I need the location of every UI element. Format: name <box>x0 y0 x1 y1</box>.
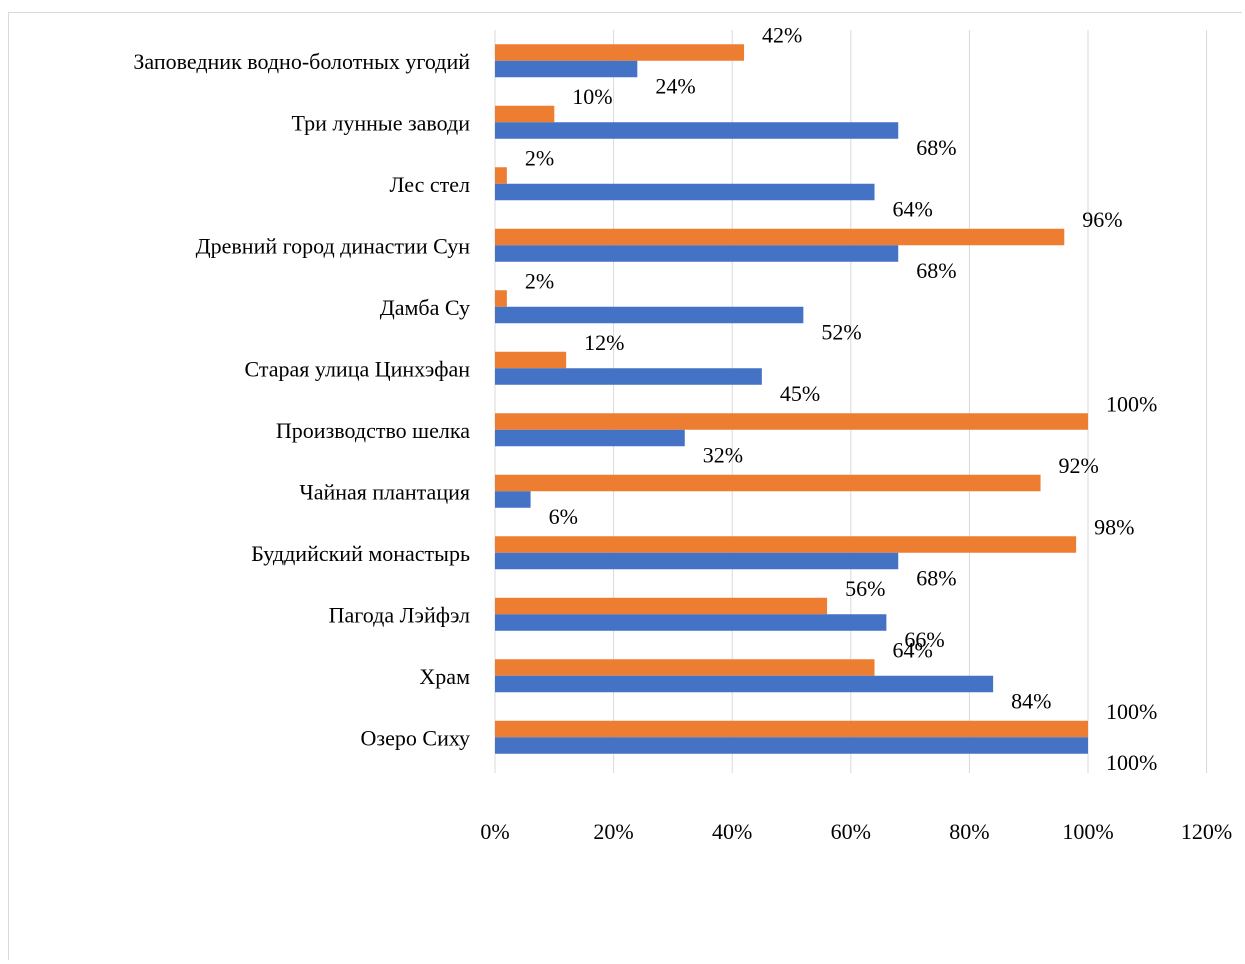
x-tick-label: 60% <box>831 819 871 844</box>
data-label: 98% <box>1094 514 1134 539</box>
data-label: 2% <box>525 145 554 170</box>
data-label: 12% <box>584 330 624 355</box>
data-label: 24% <box>655 73 695 98</box>
data-label: 52% <box>821 319 861 344</box>
bar <box>495 536 1077 553</box>
bar <box>495 306 804 324</box>
category-labels: Заповедник водно-болотных угодий Три лунн… <box>133 49 470 751</box>
bar <box>495 290 507 307</box>
bar <box>495 44 745 61</box>
bar <box>495 183 875 201</box>
x-tick-label: 120% <box>1181 819 1232 844</box>
bar <box>495 429 685 447</box>
data-label: 10% <box>572 84 612 109</box>
bar <box>495 351 567 369</box>
data-label: 32% <box>703 442 743 467</box>
bar <box>495 105 555 123</box>
data-label: 92% <box>1059 453 1099 478</box>
bars <box>495 44 1088 754</box>
bar <box>495 552 899 570</box>
bar <box>495 675 994 693</box>
gridlines <box>494 30 1208 773</box>
bar <box>495 368 762 385</box>
x-axis-tick-labels: 0% 20% 40% 60% 80% 100% 120% <box>480 819 1232 844</box>
bar <box>495 491 531 508</box>
bar <box>495 720 1088 738</box>
data-label: 42% <box>762 22 802 47</box>
bar <box>495 659 875 676</box>
bar <box>495 228 1065 246</box>
category-label: Озеро Сиху <box>361 725 470 750</box>
category-label: Пагода Лэйфэл <box>329 602 470 627</box>
category-label: Храм <box>419 664 470 689</box>
data-label: 66% <box>904 627 944 652</box>
data-label: 68% <box>916 258 956 283</box>
data-labels: 42% 24% 10% 68% 2% 64% 96% 68% 2% 52% 12% 45% 100% 32… <box>525 22 1157 775</box>
category-label: Лес стел <box>390 172 470 197</box>
data-label: 100% <box>1106 391 1157 416</box>
x-tick-label: 80% <box>949 819 989 844</box>
data-label: 68% <box>916 565 956 590</box>
bar <box>495 245 899 262</box>
bar <box>495 474 1041 492</box>
bar <box>495 597 828 615</box>
category-label: Заповедник водно-болотных угодий <box>133 49 470 74</box>
category-label: Три лунные заводи <box>292 110 471 135</box>
data-label: 2% <box>525 268 554 293</box>
category-label: Дамба Су <box>380 295 470 320</box>
x-tick-label: 40% <box>712 819 752 844</box>
bar <box>495 737 1088 754</box>
data-label: 96% <box>1082 207 1122 232</box>
data-label: 68% <box>916 135 956 160</box>
category-label: Производство шелка <box>276 418 470 443</box>
x-tick-label: 20% <box>593 819 633 844</box>
category-label: Буддийский монастырь <box>251 541 470 566</box>
x-tick-label: 100% <box>1062 819 1113 844</box>
x-tick-label: 0% <box>480 819 509 844</box>
bar <box>495 614 887 631</box>
bar <box>495 413 1088 430</box>
data-label: 64% <box>893 637 933 662</box>
data-label: 100% <box>1106 699 1157 724</box>
category-label: Старая улица Цинхэфан <box>245 356 471 381</box>
data-label: 45% <box>780 381 820 406</box>
data-label: 84% <box>1011 688 1051 713</box>
bar <box>495 122 899 139</box>
data-label: 64% <box>893 196 933 221</box>
data-label: 56% <box>845 576 885 601</box>
category-label: Древний город династии Сун <box>196 233 471 258</box>
data-label: 6% <box>549 504 578 529</box>
bar <box>495 167 507 184</box>
data-label: 100% <box>1106 750 1157 775</box>
bar <box>495 60 638 78</box>
category-label: Чайная плантация <box>299 479 470 504</box>
